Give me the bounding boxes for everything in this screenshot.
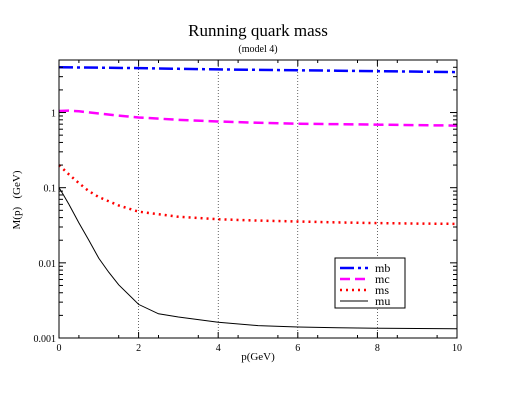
chart-title: Running quark mass [188,21,328,40]
y-tick-label: 0.01 [39,259,57,270]
legend-box [334,257,406,309]
series-lines [58,66,458,330]
axis-ticks: 0 2 4 6 8 10 0.001 0.01 0.1 1 [34,59,462,354]
x-tick-label: 0 [57,343,62,354]
series-line-mc [58,109,458,127]
legend-label-mu: mu [375,294,390,308]
series-line-mu [58,187,458,330]
legend-label-mb: mb [375,261,390,275]
x-tick-label: 6 [295,343,300,354]
x-tick-label: 4 [216,343,221,354]
series-line-mb [58,66,458,74]
legend-label-ms: ms [375,283,389,297]
chart-subtitle: (model 4) [238,44,277,55]
x-tick-label: 8 [375,343,380,354]
y-tick-label: 1 [51,109,56,120]
x-tick-label: 10 [452,343,462,354]
x-axis-label: p(GeV) [241,351,275,363]
y-tick-label: 0.001 [34,334,57,345]
y-tick-label: 0.1 [44,184,57,195]
x-tick-label: 2 [136,343,141,354]
y-axis-label: M(p) (GeV) [11,170,23,229]
legend-label-mc: mc [375,272,390,286]
series-line-ms [58,164,458,226]
